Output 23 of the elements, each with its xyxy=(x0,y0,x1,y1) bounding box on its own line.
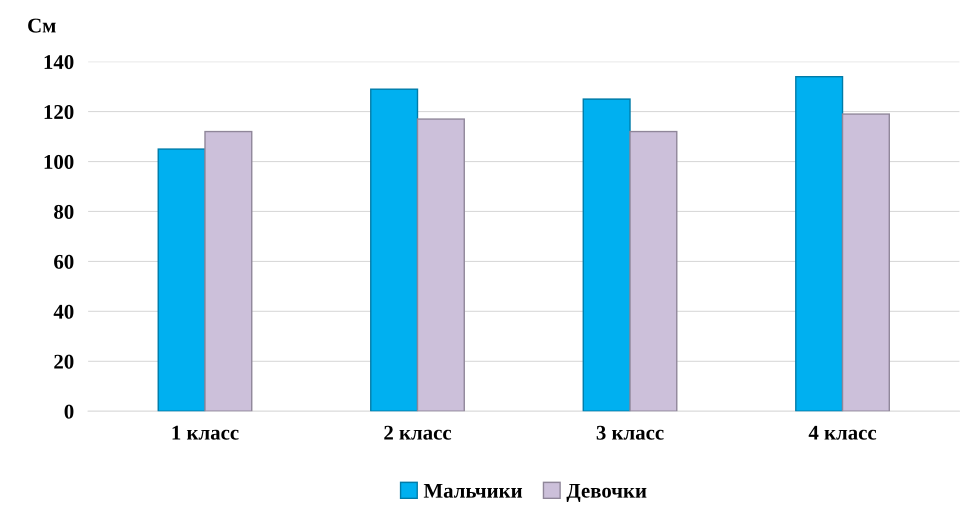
y-tick-label: 140 xyxy=(44,55,74,70)
x-tick-label: 2 класс xyxy=(384,426,452,440)
y-tick-label: 20 xyxy=(54,354,74,369)
x-tick-label: 3 класс xyxy=(596,426,664,440)
bar xyxy=(370,88,418,412)
y-tick-label: 120 xyxy=(44,104,74,120)
bar xyxy=(416,118,465,412)
y-tick-label: 100 xyxy=(44,154,74,169)
bar xyxy=(204,130,252,412)
bar xyxy=(582,98,631,412)
bar xyxy=(795,76,844,412)
bar xyxy=(629,130,678,412)
y-tick-label: 80 xyxy=(54,204,74,219)
x-tick-label: 1 класс xyxy=(172,426,239,440)
y-axis-title: См xyxy=(28,18,56,33)
legend-label: Мальчики xyxy=(424,484,522,498)
bar xyxy=(158,148,206,412)
y-tick-label: 0 xyxy=(64,404,74,419)
x-tick-label: 4 класс xyxy=(808,426,876,440)
legend-label: Девочки xyxy=(566,484,646,502)
bar xyxy=(842,113,890,412)
y-tick-label: 60 xyxy=(54,254,74,269)
y-tick-label: 40 xyxy=(54,304,74,319)
